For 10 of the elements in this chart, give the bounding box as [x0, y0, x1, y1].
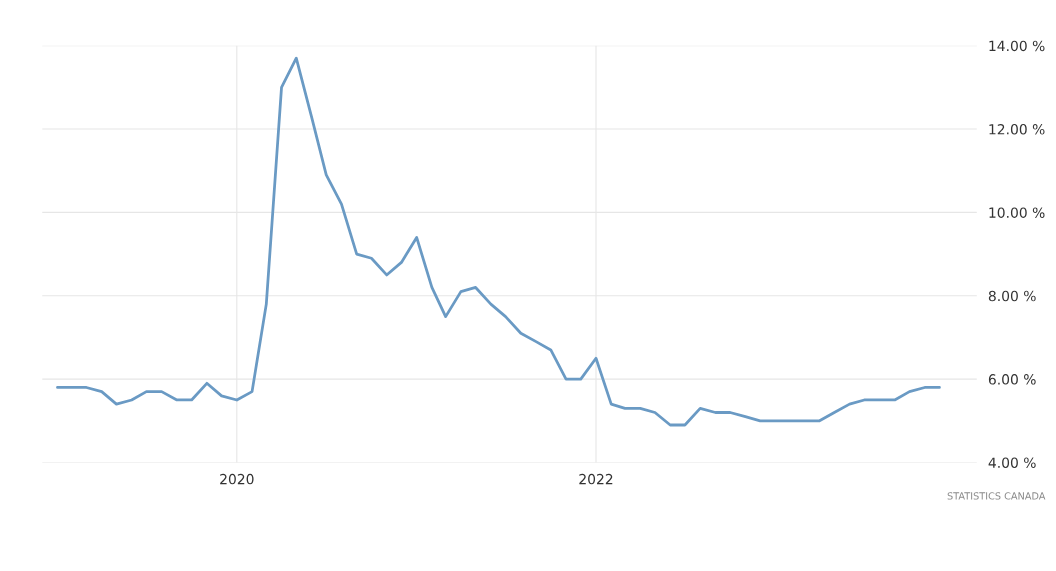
- x-tick-label: 2022: [579, 473, 613, 485]
- y-tick-label: 6.00 %: [988, 374, 1036, 385]
- y-tick-label: 12.00 %: [989, 124, 1045, 135]
- y-tick-label: 10.00 %: [989, 207, 1045, 218]
- y-tick-label: 8.00 %: [988, 290, 1036, 302]
- y-tick-label: 4.00 %: [988, 457, 1036, 468]
- y-tick-label: 14.00 %: [989, 40, 1045, 52]
- text: STATISTICS CANADA: [947, 492, 1046, 500]
- x-tick-label: 2020: [220, 473, 254, 485]
- line-series: [56, 56, 941, 427]
